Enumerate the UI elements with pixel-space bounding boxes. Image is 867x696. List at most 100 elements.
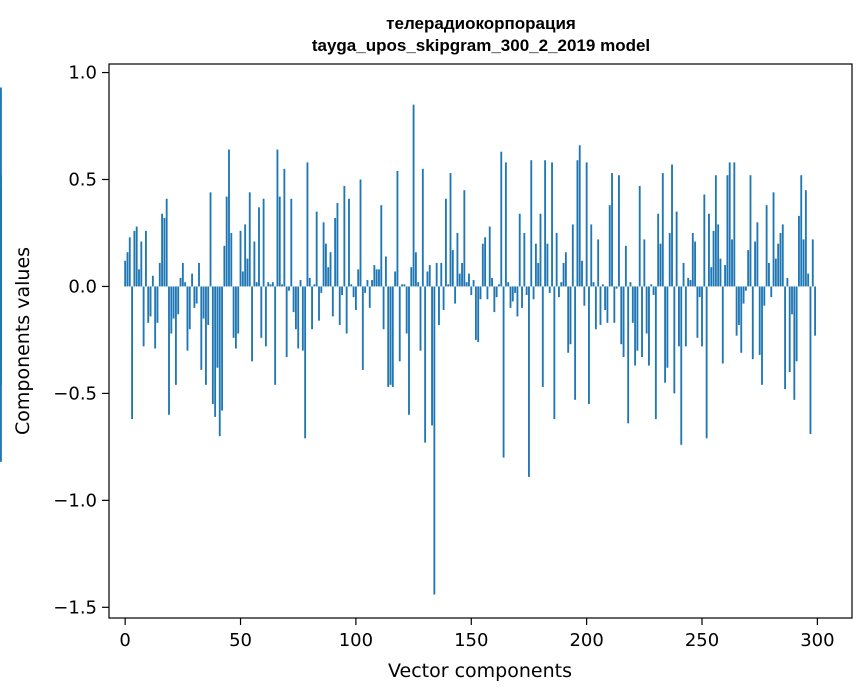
- bar: [151, 275, 154, 287]
- bar: [712, 230, 715, 287]
- bar: [138, 269, 140, 287]
- bar: [140, 241, 143, 287]
- bar: [318, 286, 320, 321]
- bar: [223, 245, 226, 287]
- bar: [161, 213, 163, 287]
- bar: [576, 160, 579, 287]
- x-tick-label: 0: [119, 630, 130, 651]
- bar: [299, 280, 302, 287]
- bar: [271, 282, 274, 287]
- bar: [214, 286, 217, 417]
- bar: [288, 286, 290, 291]
- bar: [230, 232, 233, 287]
- bar: [145, 230, 147, 287]
- bar: [648, 286, 650, 366]
- bar: [327, 267, 330, 287]
- bar: [341, 286, 343, 296]
- bar: [793, 286, 796, 400]
- bar: [350, 284, 353, 287]
- bar: [495, 286, 498, 298]
- bar: [604, 286, 607, 310]
- bar: [246, 258, 249, 287]
- plot-area: [109, 64, 852, 618]
- bar: [555, 232, 558, 287]
- bar: [770, 286, 773, 298]
- bar: [516, 286, 519, 317]
- bar: [528, 286, 530, 477]
- bar: [237, 286, 240, 334]
- bar: [297, 286, 300, 349]
- bar: [306, 162, 309, 287]
- x-tick-label: 200: [569, 630, 603, 651]
- bar: [795, 286, 798, 362]
- bar: [728, 162, 731, 287]
- bar: [373, 265, 376, 287]
- bar: [562, 262, 565, 287]
- bar: [784, 286, 787, 390]
- bar: [551, 162, 553, 287]
- bar: [352, 286, 355, 298]
- bar: [671, 164, 673, 287]
- bar: [798, 215, 800, 287]
- bar: [654, 286, 657, 420]
- bar: [0, 87, 2, 287]
- bar: [322, 222, 325, 287]
- bar: [174, 286, 177, 385]
- bar: [694, 241, 697, 287]
- bar: [417, 282, 420, 287]
- bar: [509, 286, 512, 308]
- bar: [447, 284, 450, 287]
- bar: [156, 286, 159, 323]
- bar: [414, 252, 417, 287]
- bar: [474, 286, 477, 340]
- bar: [454, 286, 457, 304]
- bar: [239, 230, 242, 287]
- bar: [334, 218, 337, 287]
- bar: [645, 286, 648, 334]
- bar: [721, 286, 724, 364]
- bar: [375, 269, 378, 287]
- bar: [733, 162, 736, 287]
- bar: [708, 213, 710, 287]
- bar: [366, 280, 369, 287]
- bar: [320, 286, 323, 293]
- bar: [481, 243, 484, 287]
- bar: [507, 282, 510, 287]
- bar: [698, 286, 701, 298]
- bar: [211, 286, 214, 405]
- bar: [518, 213, 521, 287]
- bar: [382, 286, 385, 330]
- bar: [426, 271, 429, 287]
- bar: [348, 198, 350, 287]
- chart-title: телерадиокорпорация: [386, 14, 576, 33]
- bar: [158, 262, 161, 287]
- bar: [539, 213, 542, 287]
- bar: [371, 280, 373, 287]
- bar: [408, 286, 410, 415]
- bar: [761, 286, 763, 385]
- bar: [241, 271, 244, 287]
- bar: [502, 286, 505, 458]
- bar: [701, 286, 703, 347]
- bar: [530, 160, 533, 287]
- bar: [186, 286, 189, 351]
- bar: [811, 239, 814, 287]
- bar: [634, 286, 637, 366]
- chart-subtitle: tayga_upos_skipgram_300_2_2019 model: [312, 36, 650, 55]
- bar: [308, 277, 311, 287]
- bar: [523, 232, 526, 287]
- bar: [498, 284, 500, 287]
- bar: [558, 286, 560, 298]
- bar: [184, 282, 187, 287]
- bar: [601, 284, 604, 287]
- bar: [800, 175, 803, 287]
- bar: [802, 239, 805, 287]
- bar: [463, 190, 466, 287]
- bar: [754, 241, 757, 287]
- bar: [451, 250, 454, 287]
- bar: [124, 260, 127, 287]
- bar: [281, 284, 283, 287]
- bar: [724, 265, 727, 287]
- bar: [714, 175, 717, 287]
